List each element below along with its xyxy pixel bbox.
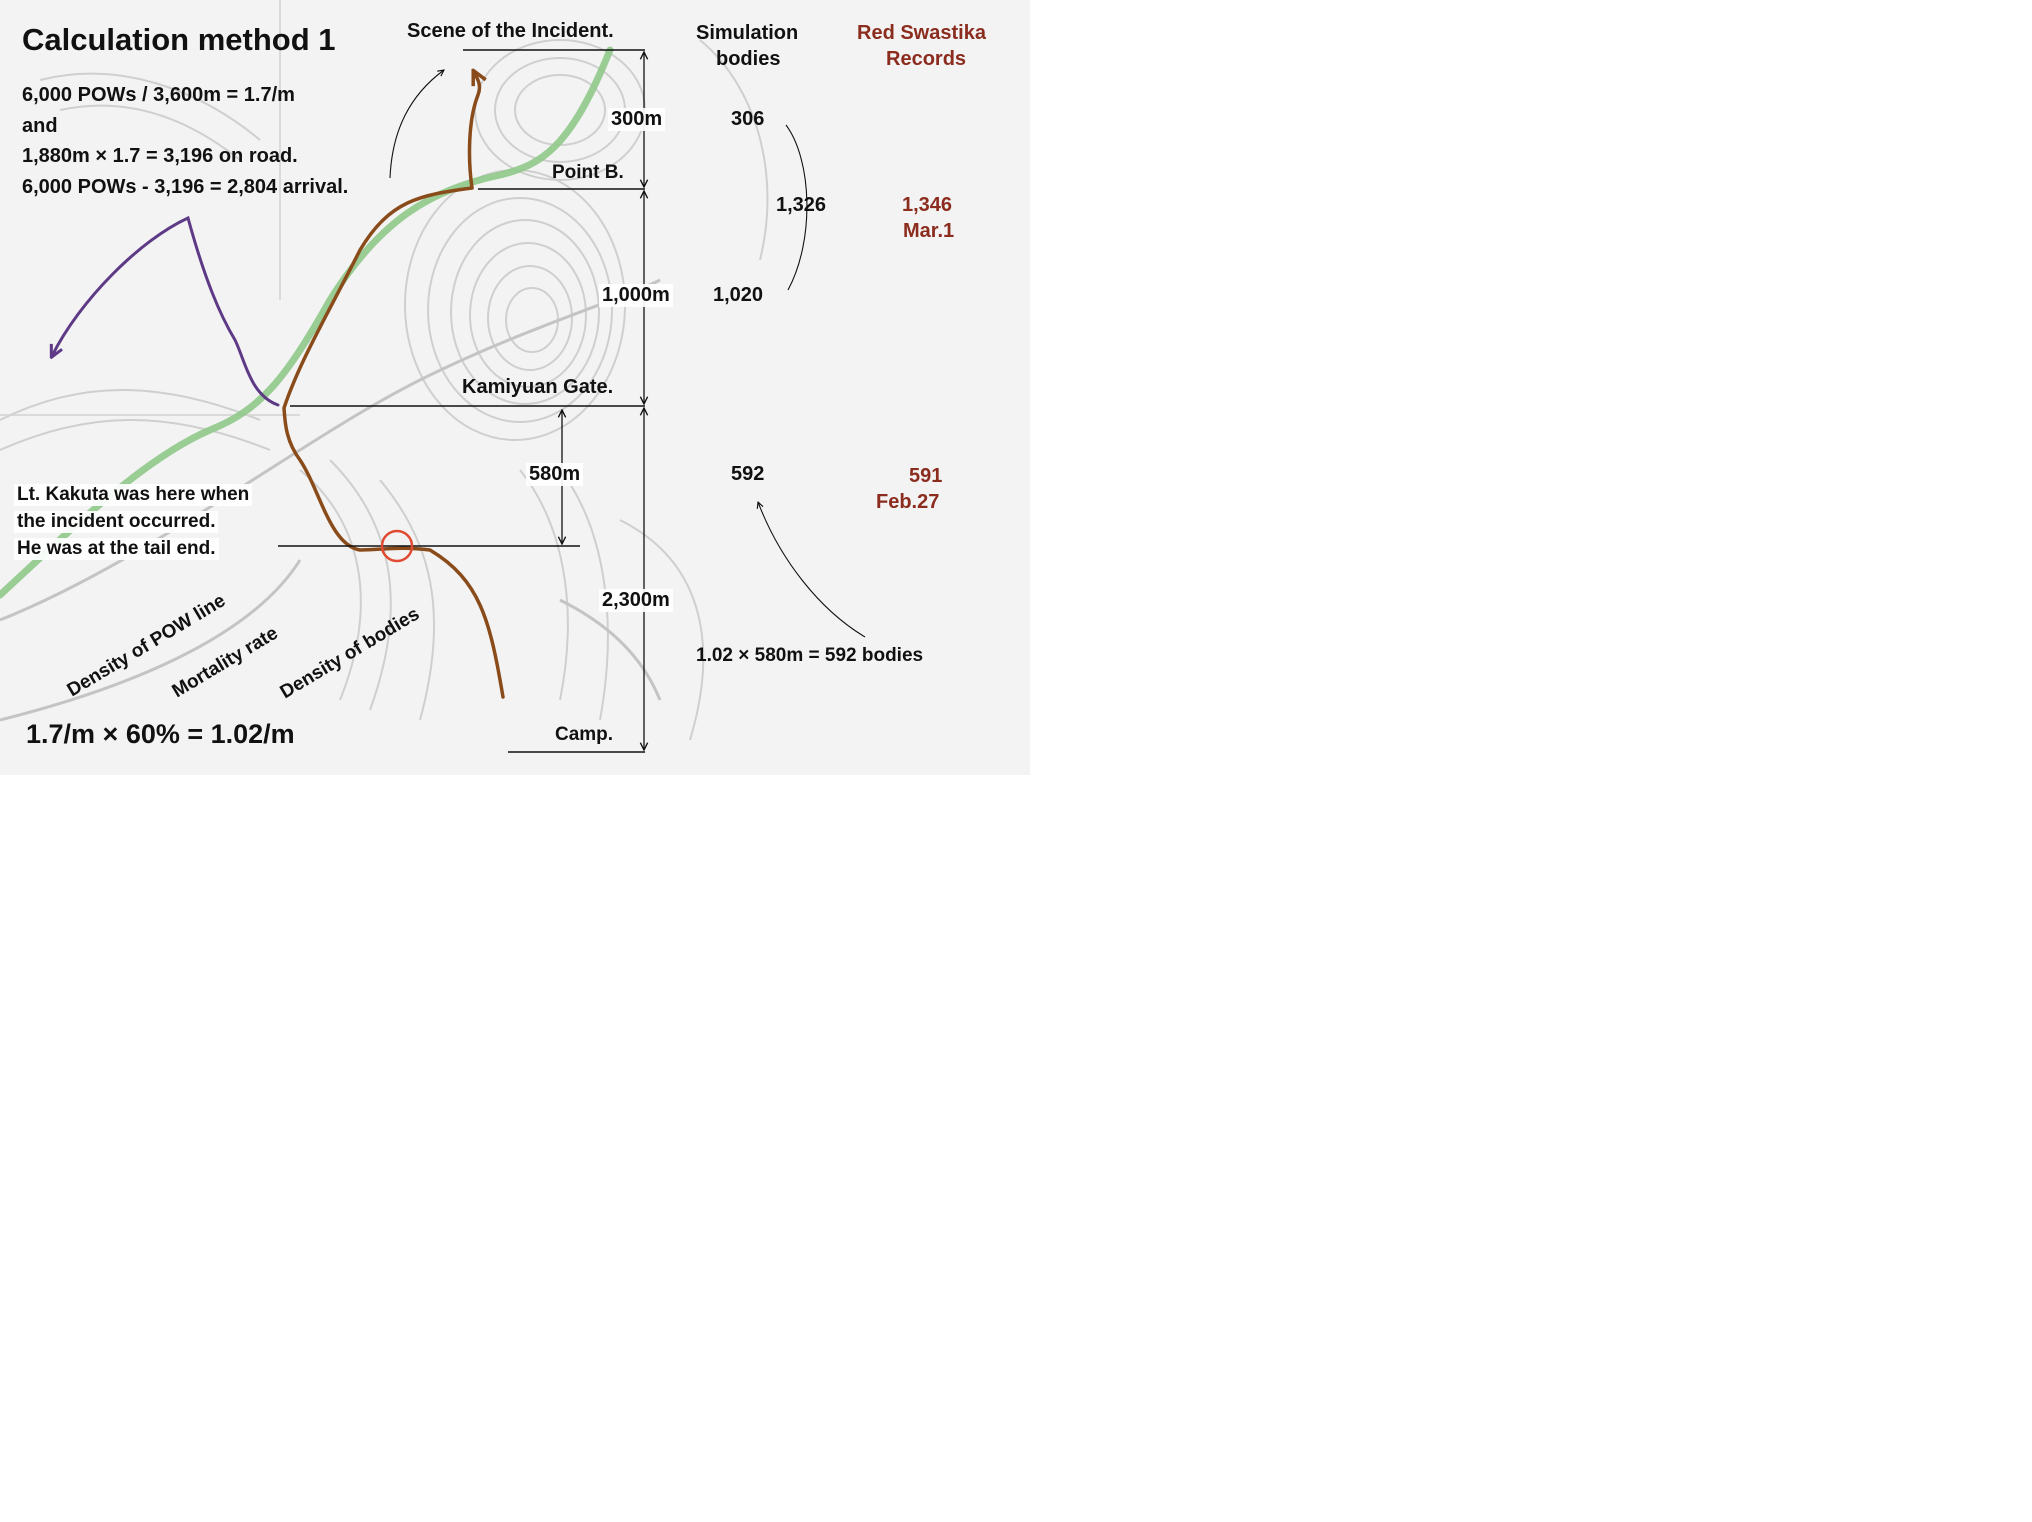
simulation-value-306: 306 [731,108,765,130]
kakuta-note-line3: He was at the tail end. [14,538,219,561]
red-swastika-value-591: 591 [909,465,943,487]
page-title: Calculation method 1 [22,22,336,57]
simulation-header-line1: Simulation [696,22,799,44]
formula-line-3: 1,880m × 1.7 = 3,196 on road. [22,145,298,167]
formula-line-2: and [22,115,58,137]
route-diagram [0,46,866,753]
distance-2300m-label: 2,300m [599,589,673,613]
simulation-value-1020: 1,020 [713,284,764,306]
kakuta-note-line1: Lt. Kakuta was here when [14,484,253,507]
scene-pointer-arrow [389,70,444,179]
purple-route-line [52,215,280,407]
distance-580m-label: 580m [526,463,584,487]
scene-of-incident-label: Scene of the Incident. [407,20,614,42]
distance-1000m-label: 1,000m [599,284,673,308]
camp-label: Camp. [555,724,614,745]
red-swastika-date-feb27: Feb.27 [876,491,940,513]
kamiyuan-gate-label: Kamiyuan Gate. [462,376,614,398]
simulation-value-592: 592 [731,463,765,485]
simulation-header-line2: bodies [716,48,781,70]
pow-route-line [282,186,505,699]
green-road-line [0,46,614,599]
red-swastika-header-line2: Records [886,48,967,70]
result-formula: 1.7/m × 60% = 1.02/m [26,719,295,749]
formula-line-1: 6,000 POWs / 3,600m = 1.7/m [22,84,295,106]
sum-bracket-curve [785,124,808,291]
pow-route-end-arrow [467,72,480,190]
red-swastika-value-1346: 1,346 [902,194,953,216]
diagram-canvas: Calculation method 1 6,000 POWs / 3,600m… [0,0,1030,775]
kakuta-position-circle [380,529,414,563]
topographic-map-background [0,0,1030,775]
calc-pointer-arrow [758,502,866,638]
red-swastika-date-mar1: Mar.1 [903,220,955,242]
simulation-sum-1326: 1,326 [776,194,827,216]
distance-300m-label: 300m [608,108,666,132]
formula-line-4: 6,000 POWs - 3,196 = 2,804 arrival. [22,176,349,198]
red-swastika-header-line1: Red Swastika [857,22,986,44]
simulation-calc-formula: 1.02 × 580m = 592 bodies [696,645,924,666]
point-b-label: Point B. [552,162,624,183]
kakuta-note-line2: the incident occurred. [14,511,219,534]
